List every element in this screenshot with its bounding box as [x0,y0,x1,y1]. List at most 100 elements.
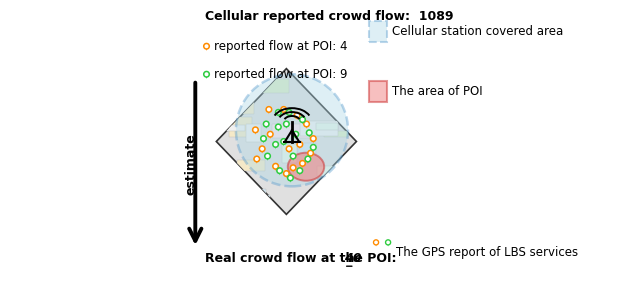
Circle shape [287,175,293,181]
Circle shape [204,43,209,49]
Bar [230,189,266,203]
Text: Cellular reported crowd flow:  1089: Cellular reported crowd flow: 1089 [205,10,454,23]
Bar [321,83,350,102]
Circle shape [387,241,389,243]
Polygon shape [261,149,264,153]
Polygon shape [205,75,208,79]
Circle shape [297,142,303,147]
Polygon shape [375,243,377,246]
Polygon shape [282,142,285,146]
Circle shape [292,155,294,157]
Circle shape [266,155,269,157]
Circle shape [204,71,209,77]
Circle shape [277,126,280,128]
Polygon shape [301,120,304,124]
Circle shape [308,150,314,156]
Circle shape [385,240,390,245]
Bar [237,160,264,171]
Circle shape [265,153,271,159]
Circle shape [268,131,273,137]
Bar [227,125,244,132]
Circle shape [276,168,282,173]
Circle shape [281,139,287,144]
Bar [246,125,261,142]
Polygon shape [296,116,298,120]
Circle shape [309,152,312,155]
Circle shape [275,124,281,130]
Polygon shape [277,127,280,132]
Circle shape [282,140,285,143]
Circle shape [282,108,285,111]
Circle shape [375,241,377,243]
Polygon shape [298,171,301,175]
Bar [317,166,348,176]
Circle shape [300,117,305,123]
Circle shape [288,147,291,150]
Polygon shape [308,133,310,138]
Circle shape [374,240,379,245]
Circle shape [278,169,281,172]
Circle shape [286,110,292,115]
Bar [228,117,252,137]
Polygon shape [285,174,287,178]
Circle shape [254,156,260,162]
Polygon shape [277,113,280,117]
Circle shape [205,73,208,76]
Circle shape [263,121,269,127]
Polygon shape [301,164,304,168]
Circle shape [277,111,280,114]
Circle shape [284,121,289,127]
Circle shape [285,123,287,125]
Circle shape [259,146,265,152]
Circle shape [301,118,304,121]
Circle shape [308,132,310,134]
Polygon shape [268,110,270,114]
Text: The GPS report of LBS services: The GPS report of LBS services [396,246,578,259]
Polygon shape [262,139,265,143]
Polygon shape [292,168,294,172]
Circle shape [298,169,301,172]
Circle shape [275,143,277,146]
Polygon shape [292,156,294,161]
Bar [324,131,348,137]
Ellipse shape [288,153,324,181]
Circle shape [286,146,292,152]
Circle shape [300,160,305,166]
Polygon shape [288,113,291,117]
Bar [236,195,270,210]
Circle shape [294,112,300,118]
FancyBboxPatch shape [369,21,387,42]
Circle shape [298,143,301,146]
Polygon shape [282,110,285,114]
Polygon shape [254,130,257,134]
Polygon shape [289,178,292,183]
Text: reported flow at POI: 4: reported flow at POI: 4 [214,40,348,53]
Circle shape [305,156,311,162]
Text: Real crowd flow at the POI:: Real crowd flow at the POI: [205,252,401,265]
Circle shape [285,172,287,175]
Bar [271,124,310,138]
Circle shape [304,121,309,127]
Circle shape [266,107,272,112]
Polygon shape [205,47,208,51]
Circle shape [265,123,268,125]
Bar [300,121,337,136]
Circle shape [275,165,277,168]
Polygon shape [266,156,269,161]
Circle shape [296,114,298,117]
Polygon shape [387,243,389,246]
Circle shape [275,110,281,115]
Circle shape [297,168,303,173]
Circle shape [289,177,292,179]
Polygon shape [275,167,277,171]
Polygon shape [307,159,309,164]
Polygon shape [285,125,287,129]
Text: The area of POI: The area of POI [392,85,483,98]
Bar [298,143,316,155]
Circle shape [260,136,266,142]
Circle shape [310,144,316,150]
Text: estimate: estimate [184,133,197,195]
Polygon shape [216,69,356,214]
Circle shape [269,133,271,136]
Polygon shape [298,145,301,149]
